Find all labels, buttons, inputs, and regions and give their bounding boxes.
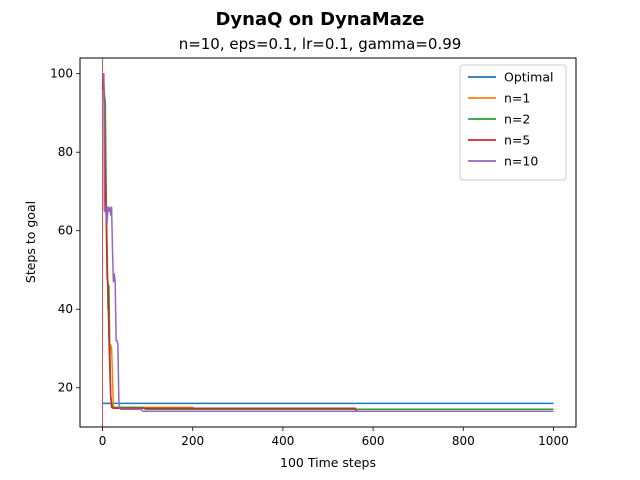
x-tick-label: 600	[362, 434, 385, 448]
y-tick-label: 80	[58, 145, 73, 159]
legend-label: n=5	[504, 133, 530, 148]
y-axis-label: Steps to goal	[23, 201, 38, 283]
legend-box	[459, 64, 567, 181]
series-line-n-10	[102, 72, 554, 413]
legend-label: n=2	[504, 112, 530, 127]
x-tick-label: 400	[271, 434, 294, 448]
y-axis: 20 40 60 80 100	[50, 67, 80, 395]
x-tick-label: 0	[99, 434, 107, 448]
y-tick-label: 40	[58, 302, 73, 316]
y-tick-label: 100	[50, 67, 73, 81]
x-tick-label: 800	[452, 434, 475, 448]
x-tick-label: 1000	[538, 434, 569, 448]
x-axis: 0 200 400 600 800 1000	[99, 427, 569, 448]
y-tick-label: 60	[58, 224, 73, 238]
y-tick-label: 20	[58, 381, 73, 395]
legend-label: Optimal	[504, 70, 553, 85]
legend: Optimal n=1 n=2 n=5 n=10	[459, 64, 567, 181]
legend-label: n=10	[504, 154, 538, 169]
x-tick-label: 200	[181, 434, 204, 448]
legend-label: n=1	[504, 91, 530, 106]
chart-subtitle: n=10, eps=0.1, lr=0.1, gamma=0.99	[179, 35, 462, 53]
x-axis-label: 100 Time steps	[280, 455, 376, 470]
plot-frame	[79, 57, 577, 428]
chart-title: DynaQ on DynaMaze	[215, 9, 424, 30]
series-layer	[101, 58, 554, 427]
